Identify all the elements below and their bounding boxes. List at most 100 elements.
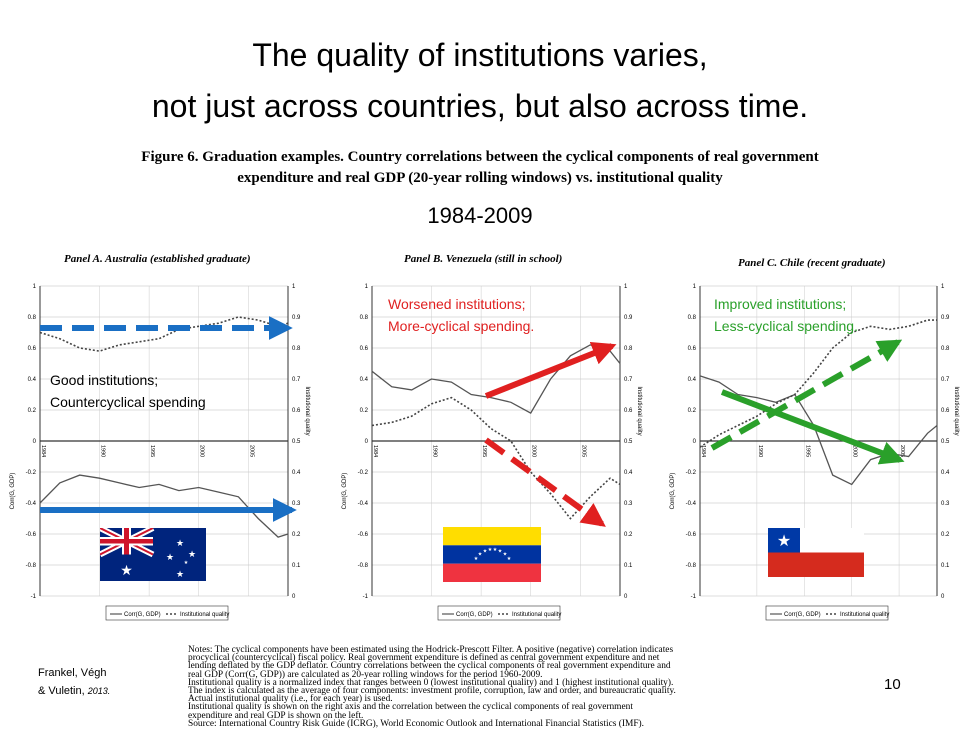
x-tick-label: 2000: [852, 445, 858, 457]
chile-annotation: Improved institutions; Less-cyclical spe…: [714, 293, 858, 337]
y-tick-label-right: 0.9: [624, 315, 633, 321]
y-tick-label-left: -0.4: [686, 501, 697, 507]
notes-line: Source: International Country Risk Guide…: [188, 718, 645, 729]
x-tick-label: 1984: [372, 445, 378, 457]
x-tick-label: 1995: [804, 445, 810, 457]
y-tick-label-right: 0.2: [292, 532, 301, 538]
series-line-corr-g-gdp: [39, 474, 289, 538]
y-axis-label-left: Corr(G, GDP): [10, 473, 16, 510]
y-tick-label-left: 0.8: [360, 315, 369, 321]
y-tick-label-left: -0.2: [26, 470, 37, 476]
legend-label-institutional: Institutional quality: [840, 612, 889, 618]
svg-text:★: ★: [166, 553, 174, 563]
x-tick-label: 1995: [481, 445, 487, 457]
y-tick-label-right: 0.3: [292, 501, 301, 507]
y-tick-label-right: 0: [941, 594, 945, 600]
svg-text:★: ★: [493, 547, 498, 553]
y-tick-label-right: 0.4: [292, 470, 301, 476]
y-tick-label-right: 0.3: [941, 501, 950, 507]
svg-text:★: ★: [176, 570, 184, 580]
chile-annotation-line-1: Improved institutions;: [714, 296, 847, 312]
legend-box: [437, 605, 561, 621]
notes-line: real GDP (Corr(G, GDP)) are calculated a…: [188, 669, 543, 680]
svg-text:★: ★: [483, 549, 488, 555]
y-tick-label-left: -0.4: [358, 501, 369, 507]
y-tick-label-left: -0.4: [26, 501, 37, 507]
x-tick-label: 1995: [149, 445, 155, 457]
y-tick-label-right: 0.6: [292, 408, 301, 414]
y-tick-label-left: 0.2: [360, 408, 369, 414]
y-tick-label-right: 0.3: [624, 501, 633, 507]
x-tick-label: 2005: [248, 445, 254, 457]
y-tick-label-right: 0.2: [624, 532, 633, 538]
svg-text:★: ★: [474, 556, 479, 562]
y-tick-label-left: 0.8: [688, 315, 697, 321]
notes-line: Institutional quality is a normalized in…: [188, 677, 674, 688]
figure-caption-line-2: expenditure and real GDP (20-year rollin…: [237, 170, 723, 186]
svg-text:★: ★: [503, 552, 508, 558]
y-tick-label-left: 0: [365, 439, 369, 445]
chile-cyclicality-arrow: [720, 389, 905, 465]
venezuela-annotation-line-1: Worsened institutions;: [388, 296, 526, 312]
y-tick-label-right: 0.4: [624, 470, 633, 476]
y-tick-label-left: 0.2: [28, 408, 37, 414]
y-tick-label-right: 0.9: [941, 315, 950, 321]
figure-notes: Notes: The cyclical components have been…: [188, 645, 893, 729]
slide-title-line-1: The quality of institutions varies,: [252, 37, 708, 73]
legend-label-institutional: Institutional quality: [512, 612, 561, 618]
series-line-institutional-quality: [371, 396, 621, 520]
svg-text:★: ★: [176, 539, 184, 549]
y-tick-label-right: 0.2: [941, 532, 950, 538]
y-tick-label-right: 0.5: [624, 439, 633, 445]
y-tick-label-left: -0.8: [686, 563, 697, 569]
venezuela-annotation-line-2: More-cyclical spending.: [388, 318, 535, 334]
y-tick-label-right: 0.9: [292, 315, 301, 321]
x-tick-label: 1990: [757, 445, 763, 457]
series-line-institutional-quality: [699, 319, 937, 448]
y-tick-label-right: 0.6: [941, 408, 950, 414]
chile-flag: ★: [768, 528, 864, 577]
x-tick-label: 1990: [100, 445, 106, 457]
australia-flag: ★ ★ ★ ★ ★ ★: [100, 528, 206, 581]
source-line-1: Frankel, Végh: [38, 667, 107, 679]
y-tick-label-left: -0.6: [686, 532, 697, 538]
notes-line: The index is calculated as the average o…: [188, 686, 676, 697]
y-tick-label-right: 0.6: [624, 408, 633, 414]
y-tick-label-left: 0.6: [28, 346, 37, 352]
y-tick-label-right: 0.8: [624, 346, 633, 352]
legend-label-corr: Corr(G, GDP): [456, 612, 493, 618]
y-axis-label-right: Institutional quality: [953, 386, 959, 435]
australia-annotation-line-2: Countercyclical spending: [50, 394, 206, 410]
y-tick-label-right: 0.5: [941, 439, 950, 445]
y-tick-label-left: -0.2: [686, 470, 697, 476]
x-tick-label: 2000: [531, 445, 537, 457]
svg-text:★: ★: [498, 549, 503, 555]
y-tick-label-left: -0.6: [358, 532, 369, 538]
notes-line: Actual institutional quality (i.e., for …: [188, 694, 393, 705]
series-line-corr-g-gdp: [699, 375, 938, 486]
chart-panel-1: 1 0.8 0.6 0.4 0.2 0 -0.2 -0.4 -0.6 -0.8 -1 1 0.9 0.8 0…: [10, 284, 310, 621]
y-tick-label-left: 0.6: [360, 346, 369, 352]
y-tick-label-right: 1: [941, 284, 945, 290]
legend-label-corr: Corr(G, GDP): [124, 612, 161, 618]
y-tick-label-right: 0.8: [941, 346, 950, 352]
y-tick-label-right: 0: [292, 594, 296, 600]
australia-annotation-line-1: Good institutions;: [50, 372, 159, 388]
svg-text:★: ★: [507, 556, 512, 562]
svg-text:★: ★: [120, 563, 133, 579]
x-tick-label: 1990: [432, 445, 438, 457]
venezuela-flag: ★★ ★ ★ ★ ★ ★★: [443, 527, 541, 582]
y-tick-label-right: 0.1: [941, 563, 950, 569]
panel-a-title: Panel A. Australia (established graduate…: [64, 253, 251, 265]
y-tick-label-right: 0.7: [941, 377, 950, 383]
legend-label-institutional: Institutional quality: [180, 612, 229, 618]
svg-text:★: ★: [488, 547, 493, 553]
y-tick-label-left: -1: [691, 594, 697, 600]
notes-line: Notes: The cyclical components have been…: [188, 645, 674, 655]
y-tick-label-left: -1: [31, 594, 37, 600]
y-tick-label-left: -0.6: [26, 532, 37, 538]
venezuela-cyclicality-arrow: [484, 341, 617, 399]
y-tick-label-left: 0.2: [688, 408, 697, 414]
y-tick-label-left: 0: [693, 439, 697, 445]
